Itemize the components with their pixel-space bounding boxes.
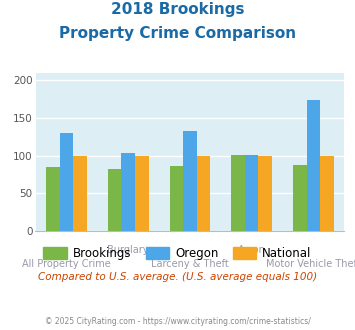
Bar	[245, 155, 258, 231]
Text: Arson: Arson	[238, 245, 266, 255]
Text: Property Crime Comparison: Property Crime Comparison	[59, 26, 296, 41]
Text: © 2025 CityRating.com - https://www.cityrating.com/crime-statistics/: © 2025 CityRating.com - https://www.city…	[45, 317, 310, 326]
Text: All Property Crime: All Property Crime	[22, 259, 111, 269]
Bar	[170, 166, 183, 231]
Bar	[183, 131, 197, 231]
Bar	[135, 155, 148, 231]
Text: Compared to U.S. average. (U.S. average equals 100): Compared to U.S. average. (U.S. average …	[38, 272, 317, 282]
Bar	[46, 167, 60, 231]
Bar	[197, 155, 210, 231]
Bar	[121, 153, 135, 231]
Bar	[108, 169, 121, 231]
Bar	[258, 155, 272, 231]
Text: Burglary: Burglary	[108, 245, 149, 255]
Text: Larceny & Theft: Larceny & Theft	[151, 259, 229, 269]
Bar	[60, 133, 73, 231]
Text: 2018 Brookings: 2018 Brookings	[111, 2, 244, 16]
Bar	[320, 155, 334, 231]
Legend: Brookings, Oregon, National: Brookings, Oregon, National	[39, 242, 316, 264]
Bar	[231, 155, 245, 231]
Text: Motor Vehicle Theft: Motor Vehicle Theft	[266, 259, 355, 269]
Bar	[307, 100, 320, 231]
Bar	[293, 165, 307, 231]
Bar	[73, 155, 87, 231]
